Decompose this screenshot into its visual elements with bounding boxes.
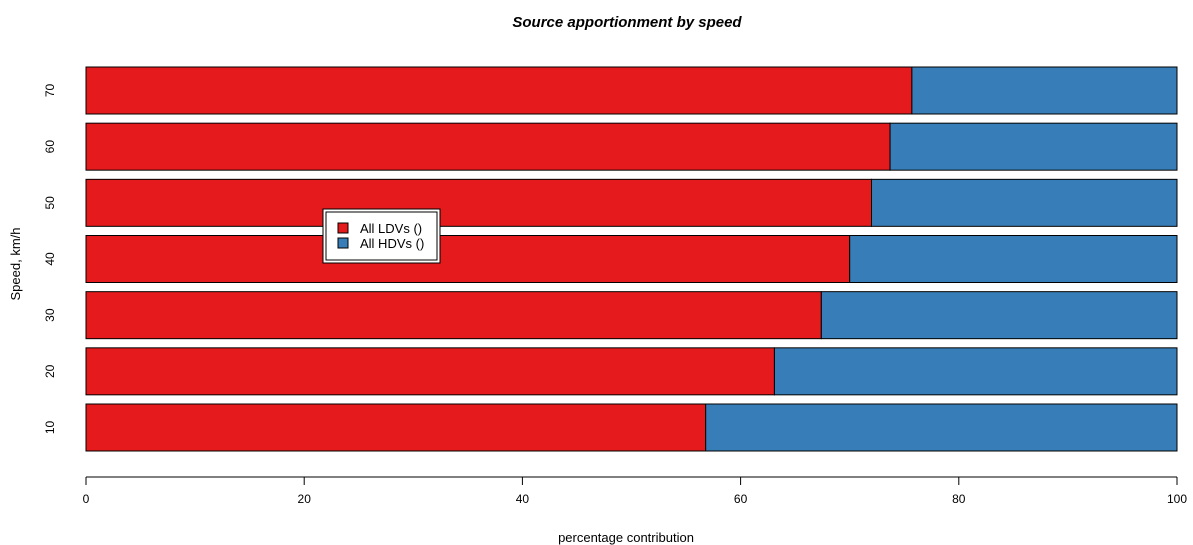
chart-title: Source apportionment by speed <box>512 14 742 31</box>
legend-box <box>322 208 441 264</box>
y-tick-labels: 10 20 30 40 50 60 70 <box>43 84 57 435</box>
legend-inner-border <box>325 211 438 261</box>
bar-ldv-70 <box>85 66 913 115</box>
x-tick-label-100: 100 <box>1167 492 1187 506</box>
x-tick-label-40: 40 <box>516 492 530 506</box>
bar-hdv-40 <box>849 235 1178 283</box>
bar-ldv-40 <box>85 235 851 283</box>
x-tick-label-60: 60 <box>734 492 748 506</box>
legend-label-ldv: All LDVs () <box>360 221 422 236</box>
bar-hdv-10 <box>705 403 1178 452</box>
y-axis-label: Speed, km/h <box>8 228 23 301</box>
bar-ldv-10 <box>85 403 707 452</box>
bar-hdv-30 <box>820 291 1178 340</box>
y-tick-label-20: 20 <box>43 364 57 378</box>
legend-label-hdv: All HDVs () <box>360 236 424 251</box>
bar-ldv-60 <box>85 122 891 171</box>
x-axis: 0 20 40 60 80 100 <box>83 476 1187 506</box>
legend-swatch-ldv <box>337 222 349 234</box>
bar-hdv-70 <box>911 66 1178 115</box>
y-tick-label-60: 60 <box>43 140 57 154</box>
legend-swatch-hdv <box>337 237 349 249</box>
y-tick-label-40: 40 <box>43 252 57 266</box>
y-tick-label-70: 70 <box>43 84 57 98</box>
y-tick-label-10: 10 <box>43 421 57 435</box>
bar-ldv-30 <box>85 291 822 340</box>
bar-hdv-20 <box>773 347 1178 396</box>
y-tick-label-30: 30 <box>43 308 57 322</box>
x-axis-label: percentage contribution <box>558 530 694 545</box>
bar-ldv-20 <box>85 347 775 396</box>
x-tick-label-20: 20 <box>298 492 312 506</box>
y-tick-label-50: 50 <box>43 196 57 210</box>
bar-hdv-60 <box>889 122 1178 171</box>
legend: All LDVs ()All HDVs () <box>322 208 441 264</box>
bar-hdv-50 <box>871 178 1178 227</box>
x-tick-label-80: 80 <box>952 492 966 506</box>
x-tick-label-0: 0 <box>83 492 90 506</box>
bars-group <box>85 66 1178 452</box>
bar-ldv-50 <box>85 178 873 227</box>
